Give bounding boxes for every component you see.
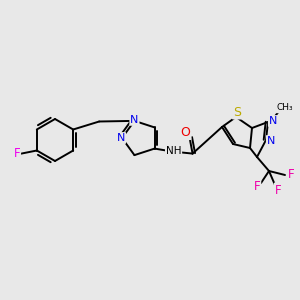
Text: NH: NH — [166, 146, 181, 156]
Text: F: F — [288, 169, 294, 182]
Text: N: N — [269, 116, 277, 126]
Text: N: N — [130, 115, 139, 125]
Text: F: F — [275, 184, 281, 196]
Text: F: F — [14, 147, 20, 160]
Text: S: S — [233, 106, 241, 118]
Text: N: N — [117, 133, 125, 143]
Text: F: F — [254, 179, 260, 193]
Text: O: O — [181, 126, 190, 139]
Text: CH₃: CH₃ — [277, 103, 293, 112]
Text: N: N — [267, 136, 275, 146]
